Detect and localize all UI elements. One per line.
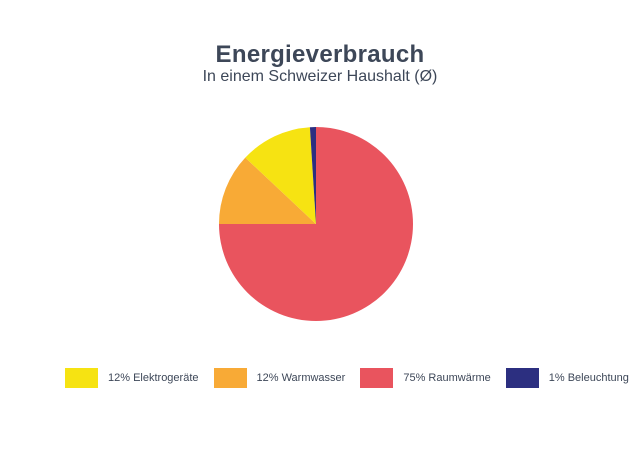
legend: 12% Elektrogeräte 12% Warmwasser 75% Raumw… [65, 368, 629, 388]
pie-chart [219, 127, 413, 321]
legend-swatch-warmwasser [213, 368, 247, 388]
pie-slice-elektrogeraete [245, 127, 316, 224]
pie-slice-beleuchtung [309, 127, 316, 224]
legend-label-elektrogeraete: 12% Elektrogeräte [108, 372, 199, 384]
chart-subtitle: In einem Schweizer Haushalt (Ø) [202, 68, 438, 85]
legend-label-warmwasser: 12% Warmwasser [256, 372, 346, 384]
legend-item-beleuchtung: 1% Beleuchtung [505, 368, 629, 388]
legend-label-beleuchtung: 1% Beleuchtung [548, 372, 629, 384]
chart-title: Energieverbrauch [215, 41, 425, 68]
legend-item-elektrogeraete: 12% Elektrogeräte [65, 368, 199, 388]
pie-slice-warmwasser [219, 157, 316, 224]
legend-item-warmwasser: 12% Warmwasser [213, 368, 346, 388]
legend-swatch-elektrogeraete [65, 368, 98, 388]
legend-item-raumwaerme: 75% Raumwärme [360, 368, 491, 388]
legend-swatch-beleuchtung [505, 368, 539, 388]
legend-label-raumwaerme: 75% Raumwärme [403, 372, 491, 384]
legend-swatch-raumwaerme [360, 368, 394, 388]
